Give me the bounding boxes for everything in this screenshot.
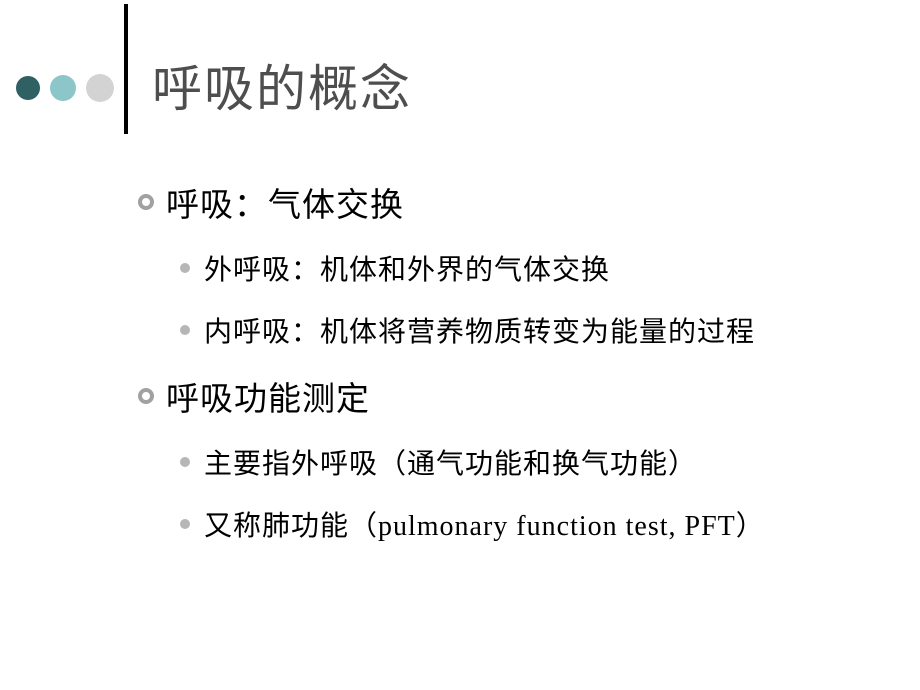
title-divider	[124, 4, 128, 134]
dot-light-teal	[50, 75, 76, 101]
dot-gray	[86, 74, 114, 102]
list-item: 外呼吸：机体和外界的气体交换	[180, 248, 920, 288]
list-item-text: 呼吸：气体交换	[166, 178, 404, 226]
list-item-text: 主要指外呼吸（通气功能和换气功能）	[204, 442, 697, 482]
list-item-text: 外呼吸：机体和外界的气体交换	[204, 248, 610, 288]
list-item: 内呼吸：机体将营养物质转变为能量的过程	[180, 310, 920, 350]
list-item: 呼吸：气体交换	[138, 178, 920, 226]
list-item: 呼吸功能测定	[138, 372, 920, 420]
dot-bullet-icon	[180, 263, 190, 273]
list-item: 又称肺功能（pulmonary function test, PFT）	[180, 504, 920, 544]
slide-header: 呼吸的概念	[0, 0, 920, 134]
slide-title: 呼吸的概念	[152, 49, 412, 121]
list-item-text: 呼吸功能测定	[166, 372, 370, 420]
decorative-dots	[16, 74, 114, 102]
list-item-text: 又称肺功能（pulmonary function test, PFT）	[204, 504, 765, 544]
dot-dark-teal	[16, 76, 40, 100]
dot-bullet-icon	[180, 325, 190, 335]
list-item-text: 内呼吸：机体将营养物质转变为能量的过程	[204, 310, 755, 350]
dot-bullet-icon	[180, 519, 190, 529]
slide-content: 呼吸：气体交换 外呼吸：机体和外界的气体交换 内呼吸：机体将营养物质转变为能量的…	[0, 134, 920, 544]
ring-bullet-icon	[138, 388, 154, 404]
list-item: 主要指外呼吸（通气功能和换气功能）	[180, 442, 920, 482]
dot-bullet-icon	[180, 457, 190, 467]
ring-bullet-icon	[138, 194, 154, 210]
